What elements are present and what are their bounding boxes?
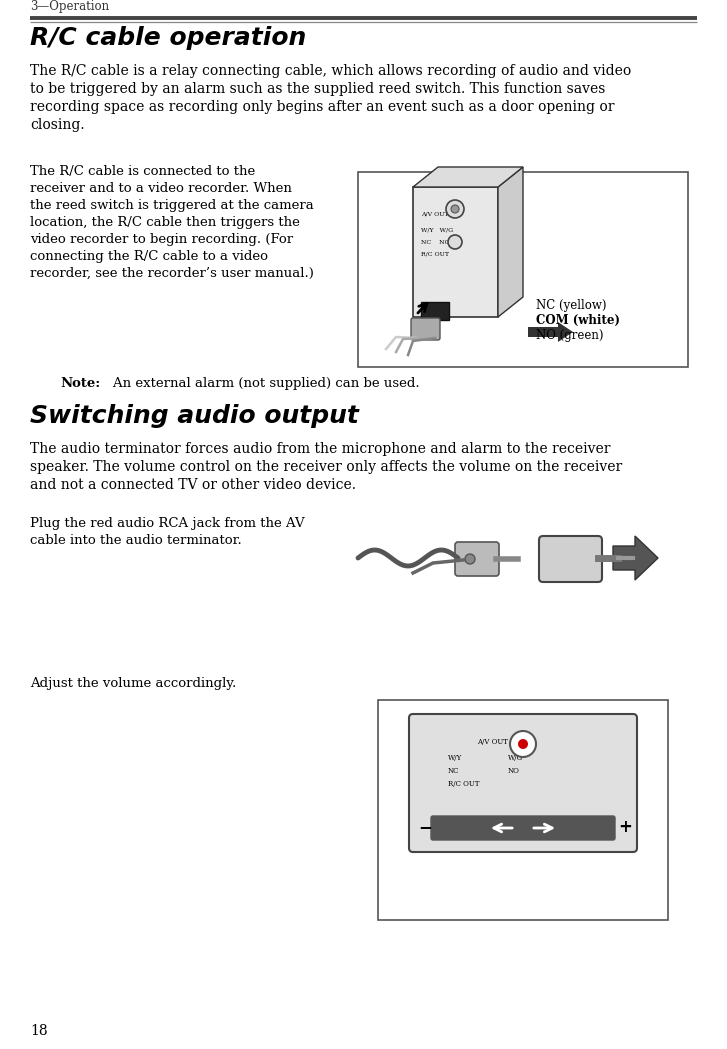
FancyBboxPatch shape (411, 318, 440, 340)
Text: Adjust the volume accordingly.: Adjust the volume accordingly. (30, 677, 236, 690)
Polygon shape (498, 167, 523, 317)
FancyBboxPatch shape (528, 327, 558, 337)
Text: Plug the red audio RCA jack from the AV: Plug the red audio RCA jack from the AV (30, 517, 305, 530)
FancyBboxPatch shape (431, 816, 615, 840)
Text: COM (white): COM (white) (536, 314, 620, 327)
Polygon shape (558, 322, 573, 342)
Text: recording space as recording only begins after an event such as a door opening o: recording space as recording only begins… (30, 100, 614, 114)
Text: The audio terminator forces audio from the microphone and alarm to the receiver: The audio terminator forces audio from t… (30, 442, 611, 456)
Text: NC (yellow): NC (yellow) (536, 299, 606, 312)
Circle shape (465, 554, 475, 564)
Text: video recorder to begin recording. (For: video recorder to begin recording. (For (30, 233, 293, 247)
Text: +: + (618, 818, 632, 836)
Text: the reed switch is triggered at the camera: the reed switch is triggered at the came… (30, 199, 314, 212)
Text: An external alarm (not supplied) can be used.: An external alarm (not supplied) can be … (96, 377, 419, 390)
Circle shape (518, 738, 528, 749)
Circle shape (448, 235, 462, 249)
Text: location, the R/C cable then triggers the: location, the R/C cable then triggers th… (30, 216, 300, 229)
Text: A/V OUT: A/V OUT (421, 212, 449, 217)
Text: Switching audio output: Switching audio output (30, 404, 359, 428)
Text: connecting the R/C cable to a video: connecting the R/C cable to a video (30, 250, 268, 263)
Text: receiver and to a video recorder. When: receiver and to a video recorder. When (30, 181, 292, 195)
Text: speaker. The volume control on the receiver only affects the volume on the recei: speaker. The volume control on the recei… (30, 461, 622, 474)
Text: The R/C cable is a relay connecting cable, which allows recording of audio and v: The R/C cable is a relay connecting cabl… (30, 64, 631, 78)
FancyBboxPatch shape (455, 542, 499, 576)
Polygon shape (421, 302, 449, 320)
FancyBboxPatch shape (413, 187, 498, 317)
FancyBboxPatch shape (358, 172, 688, 367)
Text: NC: NC (448, 767, 459, 775)
Text: and not a connected TV or other video device.: and not a connected TV or other video de… (30, 478, 356, 492)
Text: W/Y: W/Y (448, 754, 462, 762)
Text: NO: NO (508, 767, 520, 775)
Circle shape (446, 200, 464, 218)
Circle shape (510, 731, 536, 757)
Text: −: − (418, 818, 432, 836)
Text: R/C OUT: R/C OUT (448, 780, 480, 788)
Text: closing.: closing. (30, 117, 84, 132)
FancyBboxPatch shape (409, 714, 637, 852)
Text: NC    NO: NC NO (421, 240, 449, 245)
FancyBboxPatch shape (539, 536, 602, 582)
Text: Note:: Note: (60, 377, 100, 390)
Text: R/C OUT: R/C OUT (421, 252, 449, 257)
Text: recorder, see the recorder’s user manual.): recorder, see the recorder’s user manual… (30, 267, 314, 280)
Text: The R/C cable is connected to the: The R/C cable is connected to the (30, 165, 255, 178)
Text: 3—Operation: 3—Operation (30, 0, 109, 13)
Text: A/V OUT: A/V OUT (478, 738, 508, 746)
Text: 18: 18 (30, 1024, 48, 1039)
Text: cable into the audio terminator.: cable into the audio terminator. (30, 534, 242, 547)
Text: NO (green): NO (green) (536, 329, 603, 342)
Text: R/C cable operation: R/C cable operation (30, 26, 306, 50)
Circle shape (451, 205, 459, 213)
Polygon shape (613, 536, 658, 580)
FancyBboxPatch shape (378, 700, 668, 920)
Text: W/Y   W/G: W/Y W/G (421, 227, 453, 232)
Text: W/G: W/G (508, 754, 523, 762)
Text: to be triggered by an alarm such as the supplied reed switch. This function save: to be triggered by an alarm such as the … (30, 82, 606, 97)
Polygon shape (413, 167, 523, 187)
